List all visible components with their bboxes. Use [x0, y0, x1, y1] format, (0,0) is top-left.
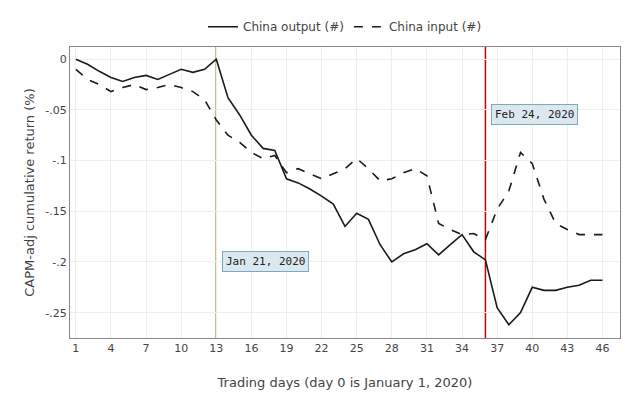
svg-text:22: 22 — [315, 342, 329, 355]
svg-text:-.2: -.2 — [52, 256, 66, 269]
svg-text:Trading days (day 0 is January: Trading days (day 0 is January 1, 2020) — [217, 375, 473, 390]
svg-text:4: 4 — [107, 342, 114, 355]
svg-text:37: 37 — [490, 342, 504, 355]
svg-text:China output (#): China output (#) — [243, 20, 344, 34]
svg-text:43: 43 — [560, 342, 574, 355]
svg-text:Feb 24, 2020: Feb 24, 2020 — [495, 108, 574, 121]
svg-text:Jan 21, 2020: Jan 21, 2020 — [226, 255, 305, 268]
svg-text:34: 34 — [455, 342, 469, 355]
svg-text:China input (#): China input (#) — [389, 20, 481, 34]
svg-text:16: 16 — [244, 342, 258, 355]
svg-text:-.25: -.25 — [45, 307, 66, 320]
svg-text:28: 28 — [385, 342, 399, 355]
svg-text:13: 13 — [209, 342, 223, 355]
svg-text:-.15: -.15 — [45, 205, 66, 218]
svg-text:0: 0 — [60, 53, 67, 66]
svg-text:40: 40 — [525, 342, 539, 355]
svg-text:46: 46 — [595, 342, 609, 355]
svg-text:-.05: -.05 — [45, 104, 66, 117]
svg-text:7: 7 — [143, 342, 150, 355]
svg-text:31: 31 — [420, 342, 434, 355]
svg-text:10: 10 — [174, 342, 188, 355]
svg-text:-.1: -.1 — [52, 154, 66, 167]
svg-text:1: 1 — [72, 342, 79, 355]
svg-text:CAPM-adj cumulative return (%): CAPM-adj cumulative return (%) — [22, 88, 37, 296]
svg-text:19: 19 — [279, 342, 293, 355]
svg-text:25: 25 — [350, 342, 364, 355]
